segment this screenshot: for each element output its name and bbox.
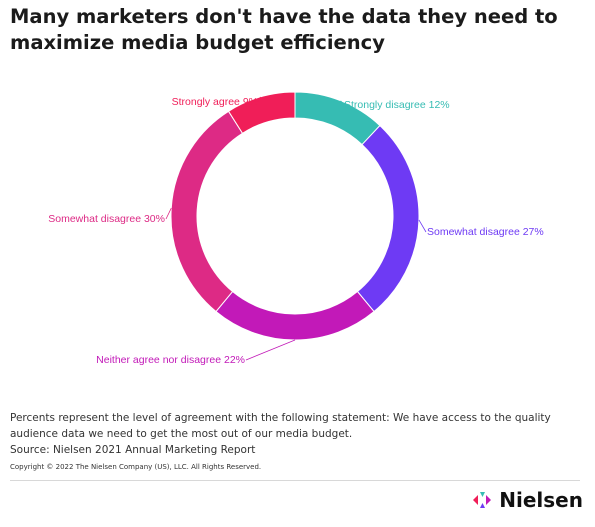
- leader-line: [165, 208, 172, 220]
- donut-slices: [170, 91, 420, 341]
- divider: [10, 480, 580, 481]
- chart-title: Many marketers don't have the data they …: [10, 5, 558, 54]
- leader-line: [257, 96, 261, 103]
- slice-label: Strongly agree 9%: [172, 96, 258, 108]
- footnote: Percents represent the level of agreemen…: [10, 412, 551, 440]
- leader-line: [340, 100, 345, 106]
- slice-label: Strongly disagree 12%: [344, 99, 450, 111]
- leader-line: [418, 219, 427, 233]
- donut-slice: [227, 91, 296, 134]
- source-note: Source: Nielsen 2021 Annual Marketing Re…: [10, 444, 256, 456]
- donut-chart: Strongly disagree 12% Somewhat disagree 2…: [48, 91, 544, 366]
- slice-label: Somewhat disagree 30%: [48, 213, 165, 225]
- slice-label: Neither agree nor disagree 22%: [96, 354, 245, 366]
- leader-line: [245, 339, 296, 361]
- donut-slice: [215, 290, 375, 341]
- logo-text: Nielsen: [499, 488, 583, 512]
- slice-labels: Strongly disagree 12% Somewhat disagree 2…: [48, 96, 544, 366]
- donut-slice: [356, 124, 420, 313]
- donut-slice: [170, 110, 244, 313]
- nielsen-logo: Nielsen: [471, 486, 583, 514]
- nielsen-logo-icon: [473, 492, 492, 508]
- copyright: Copyright © 2022 The Nielsen Company (US…: [10, 463, 262, 471]
- slice-label: Somewhat disagree 27%: [427, 226, 544, 238]
